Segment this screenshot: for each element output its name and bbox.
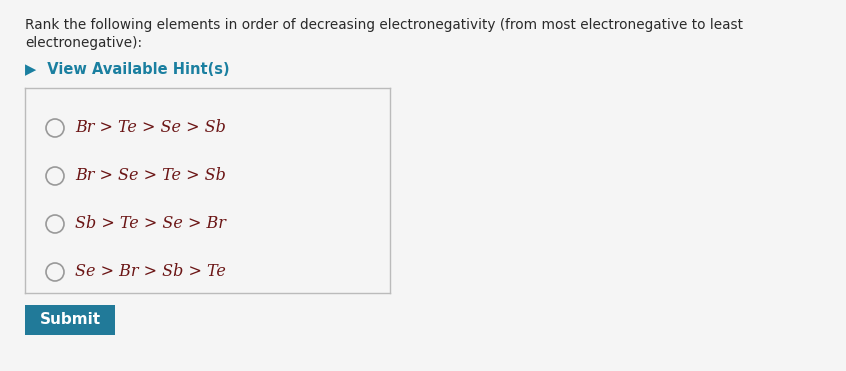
Text: Submit: Submit [40,312,101,328]
Ellipse shape [46,167,64,185]
Text: Rank the following elements in order of decreasing electronegativity (from most : Rank the following elements in order of … [25,18,743,32]
Text: Sb > Te > Se > Br: Sb > Te > Se > Br [75,216,226,233]
Ellipse shape [46,263,64,281]
Text: Br > Te > Se > Sb: Br > Te > Se > Sb [75,119,226,137]
Text: electronegative):: electronegative): [25,36,142,50]
Text: ▶: ▶ [25,62,36,77]
Ellipse shape [46,215,64,233]
Text: Br > Se > Te > Sb: Br > Se > Te > Sb [75,167,226,184]
Text: View Available Hint(s): View Available Hint(s) [37,62,229,77]
Text: Se > Br > Sb > Te: Se > Br > Sb > Te [75,263,226,280]
Ellipse shape [46,119,64,137]
